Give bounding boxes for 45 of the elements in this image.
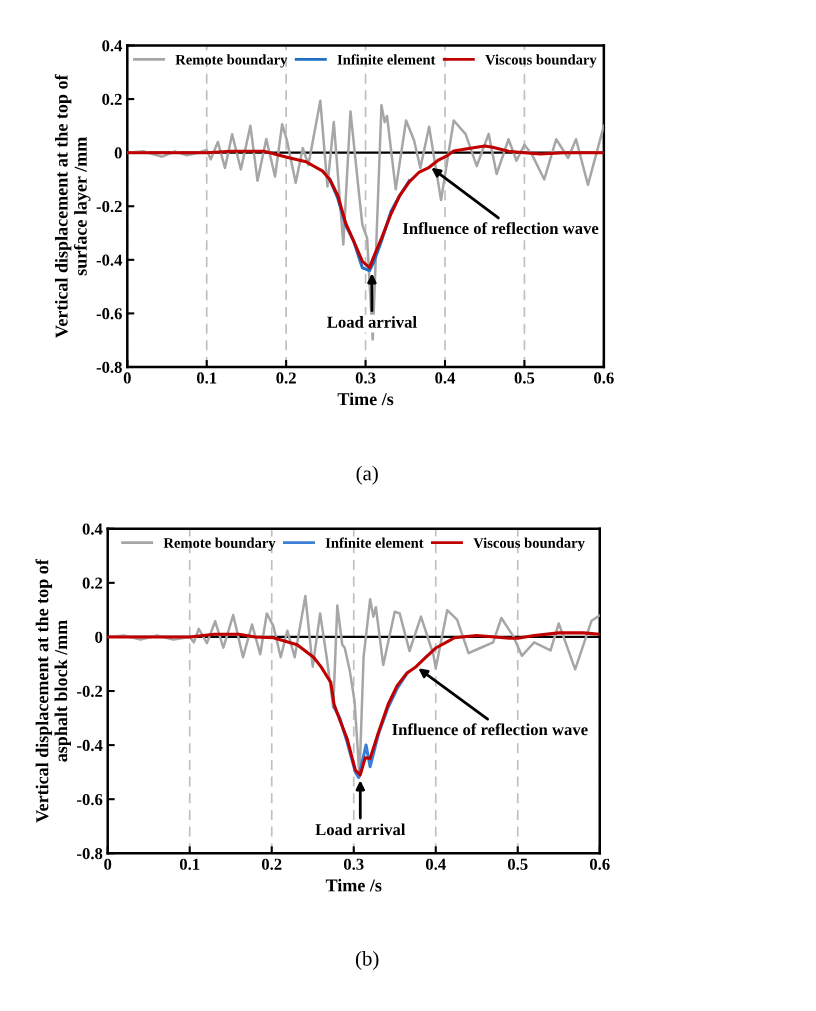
y-axis-title: Vertical displacement at the top of surface layer /mm (54, 74, 91, 338)
y-tick-label: 0 (95, 631, 103, 643)
x-tick-label: 0.5 (514, 372, 535, 384)
annotation: Load arrival (327, 316, 417, 328)
x-axis-title: Time /s (325, 878, 382, 892)
y-axis-title: Vertical displacement at the top of asphalt block /mm (35, 559, 71, 823)
x-tick-label: 0.3 (343, 858, 364, 870)
x-tick-label: 0.3 (355, 372, 376, 384)
x-tick-label: 0.4 (425, 858, 446, 870)
x-tick-label: 0.5 (507, 858, 528, 870)
y-tick-label: 0 (114, 147, 122, 159)
x-tick-label: 0 (123, 372, 131, 384)
annotation: Influence of reflection wave (402, 222, 599, 235)
x-tick-label: 0.4 (435, 372, 456, 384)
legend-label: Infinite element (325, 537, 424, 548)
x-tick-label: 0.6 (594, 372, 614, 384)
legend-label: Viscous boundary (485, 54, 597, 68)
line-series (127, 144, 604, 270)
y-tick-label: 0.2 (102, 93, 122, 106)
legend-label: Remote boundary (175, 54, 288, 68)
x-tick-label: 0.6 (589, 858, 610, 870)
y-tick-label: -0.6 (96, 308, 122, 320)
legend-label: Infinite element (337, 54, 436, 65)
y-tick-label: -0.4 (96, 254, 123, 266)
x-tick-label: 0.2 (261, 858, 282, 870)
y-tick-label: 0.4 (82, 523, 103, 535)
legend-label: Remote boundary (163, 537, 276, 551)
text: (b) (355, 951, 379, 970)
annotation: Load arrival (315, 823, 406, 836)
line-series (107, 631, 600, 777)
y-tick-label: -0.2 (77, 685, 103, 698)
legend-label: Viscous boundary (473, 537, 585, 551)
x-axis-title: Time /s (337, 392, 394, 406)
x-tick-label: 0.1 (196, 372, 217, 384)
y-tick-label: -0.8 (96, 361, 122, 374)
text: (a) (356, 465, 378, 485)
y-tick-label: -0.4 (77, 739, 103, 752)
x-tick-label: 0.2 (276, 372, 296, 384)
y-tick-label: -0.6 (77, 793, 103, 806)
y-tick-label: 0.2 (82, 577, 103, 589)
annotation: Influence of reflection wave (392, 723, 588, 736)
y-tick-label: -0.2 (96, 200, 122, 213)
y-tick-label: -0.8 (77, 847, 103, 860)
y-tick-label: 0.4 (102, 40, 123, 52)
x-tick-label: 0.1 (179, 858, 200, 870)
